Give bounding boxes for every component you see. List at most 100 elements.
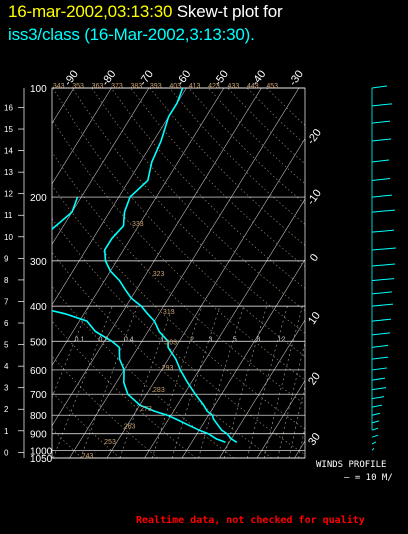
- guide-lines: [0, 88, 408, 458]
- wind-bar: [371, 377, 386, 381]
- dry-adiabat-line: [52, 151, 305, 405]
- dry-adiabat-line: [52, 428, 82, 458]
- isotherm-line: [219, 319, 305, 458]
- dry-adiabat-label: 403: [169, 83, 181, 90]
- altitude-tick-label: 9: [4, 254, 9, 263]
- mixing-ratio-label: 5: [233, 336, 237, 343]
- mixing-ratio-line: [171, 306, 221, 458]
- mixing-ratio-line: [80, 305, 138, 458]
- dry-adiabat-label: 373: [111, 83, 123, 90]
- dry-adiabat-label: 283: [153, 387, 165, 394]
- dry-adiabat-line: [149, 88, 305, 246]
- mixing-ratio-label: 0.2: [98, 336, 108, 343]
- pressure-tick-label: 900: [30, 430, 47, 441]
- datetime-label: 16-mar-2002,03:13:30: [8, 2, 173, 21]
- wind-bar: [371, 441, 377, 445]
- dry-adiabat-label: 333: [132, 221, 144, 228]
- isotherm-line: [181, 259, 305, 458]
- dry-adiabat-line: [52, 391, 121, 458]
- temperature-profile-line: [103, 88, 238, 443]
- temperature-tick-label: 20: [306, 370, 323, 387]
- dry-adiabat-line: [52, 218, 305, 456]
- temperature-tick-label: 30: [306, 431, 323, 448]
- wind-bar: [371, 159, 390, 163]
- mixing-ratio-label: 1: [160, 336, 164, 343]
- isotherm-line: [69, 88, 300, 458]
- dry-adiabat-label: 343: [53, 83, 65, 90]
- dry-adiabat-label: 393: [150, 83, 162, 90]
- mixing-ratio-label: 3: [209, 336, 213, 343]
- dry-adiabat-label: 303: [165, 339, 177, 346]
- wind-bar: [371, 404, 383, 408]
- dewpoint-profile-line: [52, 196, 226, 444]
- wind-bar: [371, 434, 379, 438]
- dry-adiabat-label: 243: [82, 453, 94, 460]
- isotherm-line: [332, 88, 408, 458]
- temperature-tick-label: 10: [306, 310, 323, 327]
- wind-bar: [371, 194, 393, 198]
- mixing-ratio-line: [119, 305, 174, 458]
- dry-adiabat-label: 253: [104, 439, 116, 446]
- wind-bar: [371, 303, 394, 307]
- series-lines: [52, 88, 238, 444]
- pressure-tick-label: 200: [30, 193, 47, 204]
- pressure-tick-label: 1000: [30, 446, 53, 457]
- isotherm-line: [256, 380, 305, 458]
- mixing-ratio-line: [223, 306, 267, 458]
- wind-bar: [371, 120, 391, 124]
- dry-adiabat-label: 363: [92, 83, 104, 90]
- dry-adiabat-line: [52, 285, 235, 458]
- dry-adiabat-label: 383: [131, 83, 143, 90]
- wind-bar: [371, 247, 397, 251]
- wind-bar: [371, 420, 380, 424]
- isotherm-line: [144, 198, 305, 458]
- altitude-tick-label: 15: [4, 125, 13, 134]
- dry-adiabat-line: [91, 88, 305, 311]
- dry-adiabat-label: 413: [189, 83, 201, 90]
- plot-type-label: Skew-t plot for: [176, 2, 283, 21]
- dry-adiabat-line: [52, 88, 305, 357]
- isotherm-line: [52, 88, 225, 366]
- wind-bar: [371, 177, 391, 181]
- altitude-tick-label: 5: [4, 341, 9, 350]
- pressure-tick-label: 300: [30, 257, 47, 268]
- altitude-tick-label: 7: [4, 297, 9, 306]
- wind-bar: [371, 318, 392, 322]
- wind-bar: [371, 291, 393, 295]
- altitude-tick-label: 2: [4, 405, 9, 414]
- altitude-tick-label: 3: [4, 384, 9, 393]
- pressure-tick-label: 100: [30, 84, 47, 95]
- dry-adiabat-line: [52, 320, 197, 458]
- isotherm-line: [52, 88, 75, 124]
- wind-bar: [371, 356, 389, 360]
- mixing-ratio-line: [247, 306, 288, 458]
- mixing-ratio-label: 0.4: [124, 336, 134, 343]
- isotherm-line: [106, 138, 305, 458]
- wind-bar: [371, 396, 385, 400]
- altitude-tick-label: 11: [4, 211, 13, 220]
- dry-adiabat-label: 453: [266, 83, 278, 90]
- title-line-1: 16-mar-2002,03:13:30 Skew-t plot for: [8, 2, 283, 22]
- axis-labels: 1002003004005006007008009001000105001234…: [4, 68, 324, 465]
- quality-warning: Realtime data, not checked for quality: [136, 515, 365, 526]
- pressure-tick-label: 700: [30, 390, 47, 401]
- mixing-ratio-label: 8: [256, 336, 260, 343]
- dry-adiabat-line: [207, 88, 305, 185]
- temperature-tick-label: 0: [308, 252, 321, 264]
- isotherm-line: [52, 88, 187, 306]
- grid: [18, 87, 306, 459]
- mixing-ratio-line: [151, 306, 203, 458]
- dry-adiabat-label: 323: [153, 271, 165, 278]
- temperature-tick-label: -20: [305, 127, 324, 147]
- wind-bar: [371, 263, 396, 267]
- wind-bar: [371, 138, 392, 142]
- dry-adiabat-line: [52, 184, 305, 430]
- mixing-ratio-line: [53, 305, 113, 458]
- wind-bar: [371, 412, 381, 416]
- dry-adiabat-label: 443: [247, 83, 259, 90]
- wind-bar: [371, 367, 388, 371]
- isotherm-line: [0, 88, 36, 458]
- dry-adiabat-label: 433: [228, 83, 240, 90]
- mixing-ratio-label: 0.1: [75, 336, 85, 343]
- mixing-ratio-label: 2: [190, 336, 194, 343]
